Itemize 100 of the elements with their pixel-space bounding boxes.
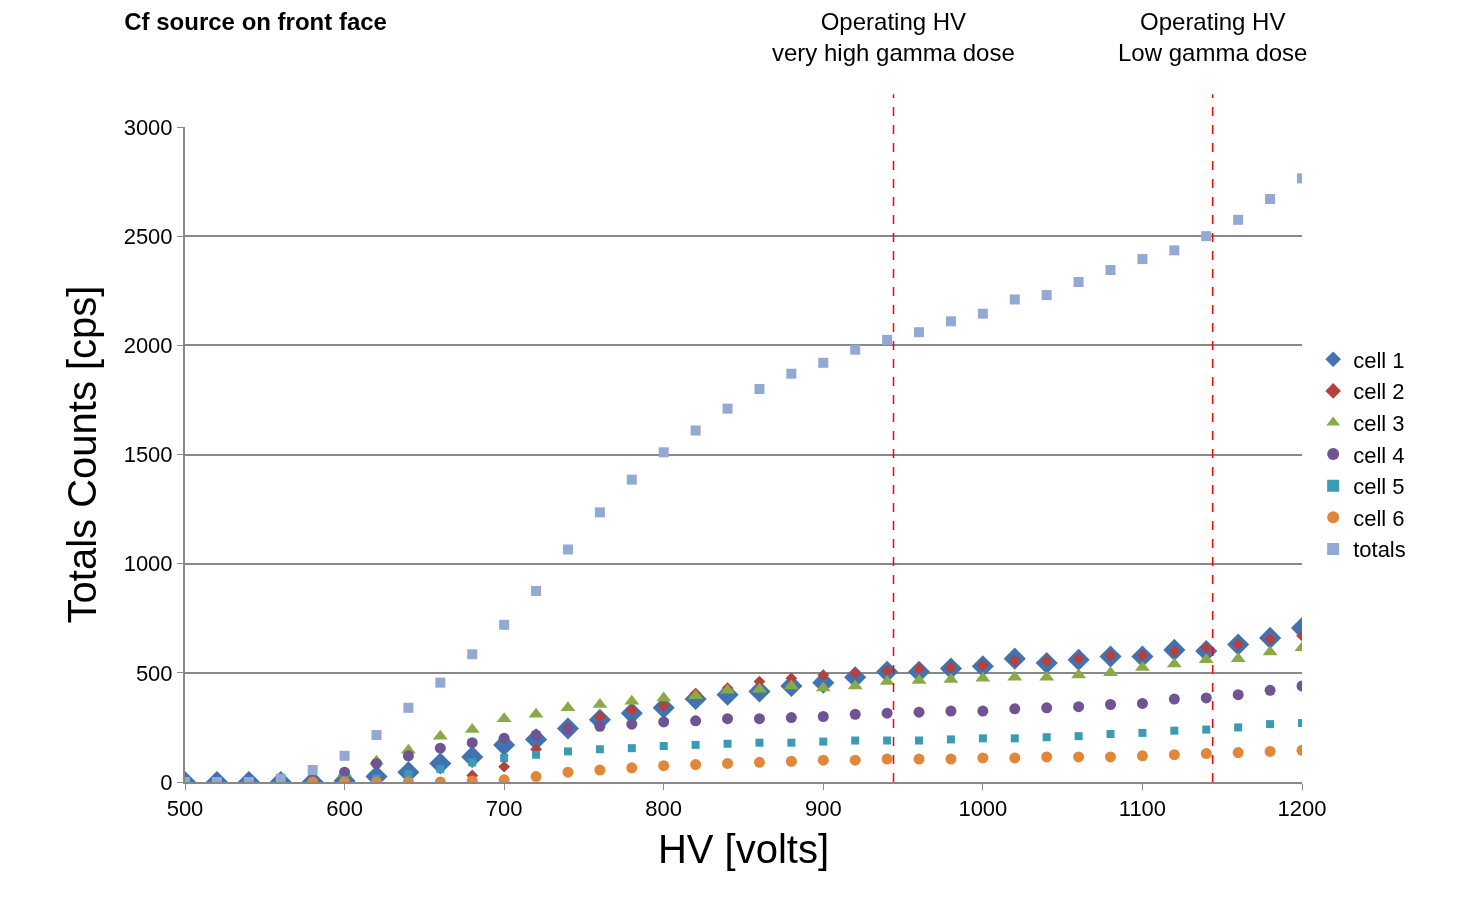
point — [1074, 732, 1083, 741]
point — [722, 757, 734, 769]
point — [785, 755, 797, 767]
point — [275, 773, 286, 782]
point — [691, 740, 700, 749]
point — [370, 757, 382, 769]
point — [977, 308, 988, 319]
x-axis-title: HV [volts] — [657, 827, 830, 872]
point — [1042, 733, 1051, 742]
point — [1233, 214, 1244, 225]
x-tick-label: 500 — [166, 796, 204, 822]
point — [402, 750, 414, 762]
point — [945, 753, 957, 765]
point — [626, 762, 638, 774]
ref-line-label: Operating HV Low gamma dose — [1118, 8, 1308, 67]
point — [883, 736, 892, 745]
point — [403, 702, 414, 713]
point — [819, 737, 828, 746]
legend-label: totals — [1353, 537, 1406, 563]
point — [787, 738, 796, 747]
point — [1264, 745, 1276, 757]
point — [1266, 720, 1275, 729]
point — [945, 316, 956, 327]
y-tick-label: 0 — [160, 769, 173, 795]
point — [562, 766, 574, 778]
point — [690, 759, 702, 771]
legend-label: cell 6 — [1353, 505, 1405, 531]
point — [594, 720, 606, 732]
point — [977, 705, 989, 717]
point — [818, 357, 829, 368]
point — [946, 735, 955, 744]
point — [1073, 701, 1085, 713]
point — [658, 760, 670, 772]
point — [1170, 726, 1179, 735]
y-axis-title: Totals Counts [cps] — [59, 285, 104, 624]
point — [371, 730, 382, 741]
point — [531, 585, 542, 596]
point — [595, 745, 604, 754]
point — [1234, 723, 1243, 732]
x-tick-label: 1000 — [958, 796, 1008, 822]
point — [307, 764, 318, 775]
point — [1169, 245, 1180, 256]
y-tick-label: 1000 — [123, 551, 173, 577]
point — [882, 334, 893, 345]
point — [1168, 749, 1180, 761]
point — [817, 711, 829, 722]
point — [1010, 734, 1019, 743]
legend-label: cell 5 — [1353, 474, 1405, 500]
point — [1232, 689, 1244, 701]
point — [914, 327, 925, 338]
point — [1106, 729, 1115, 738]
point — [722, 403, 733, 414]
point — [1136, 697, 1148, 709]
point — [1073, 751, 1085, 763]
point — [1138, 728, 1147, 737]
point — [467, 649, 478, 660]
point — [1200, 748, 1212, 760]
point — [849, 708, 861, 720]
point — [1041, 702, 1053, 714]
point — [977, 752, 989, 764]
point — [913, 706, 925, 718]
point — [1073, 277, 1084, 288]
point — [434, 742, 446, 754]
point — [849, 754, 861, 766]
point — [499, 619, 510, 630]
point — [435, 677, 446, 688]
ref-line-label: Operating HV very high gamma dose — [772, 8, 1015, 67]
point — [785, 712, 797, 724]
x-tick-label: 700 — [485, 796, 523, 822]
y-tick-label: 2000 — [123, 333, 173, 359]
point — [626, 718, 638, 730]
point — [594, 507, 605, 518]
point — [466, 737, 478, 749]
point — [563, 747, 572, 756]
point — [658, 716, 670, 728]
point — [722, 713, 734, 725]
point — [468, 758, 477, 767]
point — [626, 474, 637, 485]
point — [1200, 692, 1212, 704]
point — [1168, 693, 1180, 705]
point — [1137, 254, 1148, 265]
point — [530, 771, 542, 782]
point — [753, 713, 765, 725]
point — [1201, 231, 1212, 242]
point — [723, 739, 732, 748]
point — [1041, 751, 1053, 763]
point — [851, 736, 860, 745]
x-tick-label: 1100 — [1118, 796, 1167, 822]
point — [755, 738, 764, 747]
point — [659, 741, 668, 750]
x-tick-label: 800 — [645, 796, 683, 822]
point — [786, 368, 797, 379]
point — [594, 764, 606, 776]
point — [945, 705, 957, 717]
point — [500, 753, 509, 762]
point — [1009, 703, 1021, 715]
point — [978, 734, 987, 743]
point — [1202, 725, 1211, 734]
point — [881, 753, 893, 765]
point — [498, 732, 510, 744]
